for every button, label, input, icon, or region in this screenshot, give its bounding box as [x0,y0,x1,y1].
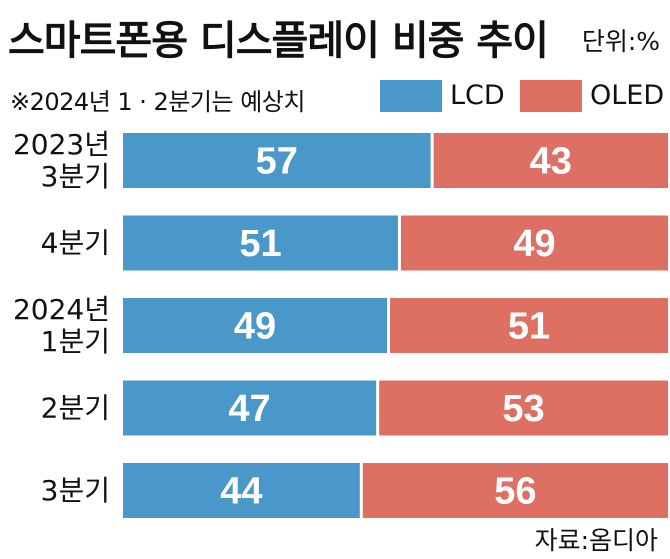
category-label: 3분기 [41,160,110,193]
data-label: 44 [220,471,262,513]
bar-lcd [123,215,398,271]
category-label: 2023년 [13,128,110,161]
data-label: 43 [530,141,572,183]
bar-lcd [123,380,377,436]
category-label: 2024년 [13,293,110,326]
unit-label: 단위:% [581,27,660,56]
estimate-note: ※2024년 1 · 2분기는 예상치 [10,88,305,116]
bar-oled [433,133,668,188]
bar-lcd [123,298,388,353]
bar-lcd [123,133,431,188]
legend-swatch-lcd [380,80,442,112]
bar-oled [400,215,668,271]
data-label: 56 [494,471,536,513]
data-label: 49 [513,223,555,265]
data-label: 57 [256,141,298,183]
data-label: 49 [234,306,276,348]
source-label: 자료:옴디아 [534,526,658,555]
category-label: 4분기 [41,227,110,260]
legend-label-lcd: LCD [450,80,505,111]
bar-oled [362,463,668,518]
data-label: 47 [228,388,270,430]
data-label: 51 [239,223,281,265]
category-label: 3분기 [41,474,110,507]
category-label: 2분기 [41,392,110,425]
bar-oled [379,380,668,436]
category-label: 1분기 [41,325,110,358]
bar-oled [390,298,668,353]
data-label: 51 [508,306,550,348]
legend-swatch-oled [520,80,582,112]
legend-label-oled: OLED [590,80,665,111]
page-title: 스마트폰용 디스플레이 비중 추이 [8,18,549,64]
bar-lcd [123,463,360,518]
data-label: 53 [502,388,544,430]
